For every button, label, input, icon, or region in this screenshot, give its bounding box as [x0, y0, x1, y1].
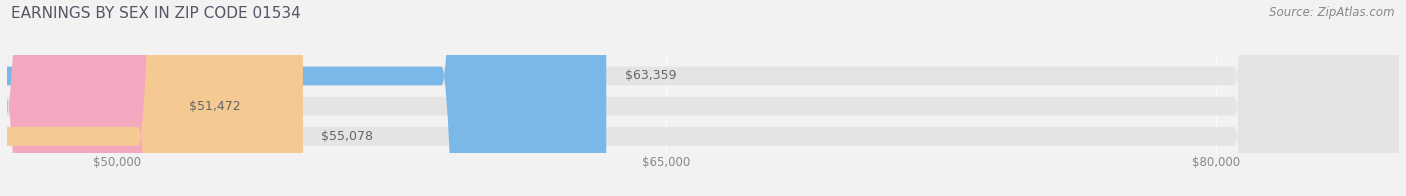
Text: $63,359: $63,359 [624, 70, 676, 83]
Text: Source: ZipAtlas.com: Source: ZipAtlas.com [1270, 6, 1395, 19]
Text: EARNINGS BY SEX IN ZIP CODE 01534: EARNINGS BY SEX IN ZIP CODE 01534 [11, 6, 301, 21]
FancyBboxPatch shape [0, 0, 606, 196]
Text: $51,472: $51,472 [190, 100, 240, 113]
Text: $55,078: $55,078 [321, 130, 373, 143]
FancyBboxPatch shape [0, 0, 172, 196]
FancyBboxPatch shape [0, 0, 302, 196]
